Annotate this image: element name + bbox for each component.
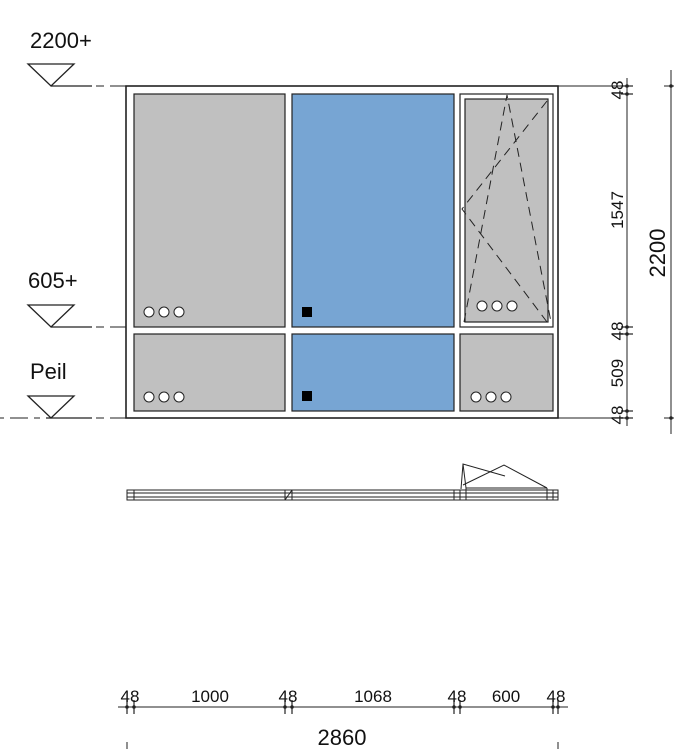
level-triangle-sill — [26, 304, 76, 328]
level-triangle-top — [26, 63, 76, 87]
dim-panel-3: 600 — [492, 687, 520, 706]
level-marker-floor: Peil — [0, 359, 126, 419]
dim-left-frame: 48 — [121, 687, 140, 706]
dim-total-width: 2860 — [318, 725, 367, 749]
panel-upper-middle-blue — [291, 93, 455, 328]
horizontal-dimension-chain — [118, 700, 568, 749]
dim-panel-1: 1000 — [191, 687, 229, 706]
dim-mullion-1: 48 — [279, 687, 298, 706]
panel-lower-middle-blue — [291, 333, 455, 412]
panel-upper-right-tilt-turn — [459, 93, 554, 328]
dim-top-frame: 48 — [608, 81, 627, 100]
vertical-dimension-total — [664, 70, 674, 434]
dim-upper-glass: 1547 — [608, 191, 627, 229]
ventilation-dots-icon — [143, 391, 185, 403]
dim-bottom-frame: 48 — [608, 406, 627, 425]
dim-total-height: 2200 — [645, 229, 670, 278]
window-section-plan — [126, 463, 559, 501]
ventilation-dots-icon — [470, 391, 512, 403]
level-label-floor: Peil — [30, 359, 67, 384]
panel-lower-right-fixed — [459, 333, 554, 412]
panel-upper-left-fixed — [133, 93, 286, 328]
marker-square-icon — [302, 307, 312, 317]
level-triangle-floor — [26, 395, 76, 419]
dim-transom: 48 — [608, 322, 627, 341]
level-marker-top: 2200+ — [26, 28, 150, 87]
ventilation-dots-icon — [143, 306, 185, 318]
marker-square-icon — [302, 391, 312, 401]
vertical-dimension-chain — [558, 78, 633, 426]
dim-mullion-2: 48 — [448, 687, 467, 706]
opening-direction-lines-icon — [461, 94, 552, 323]
dim-lower-glass: 509 — [608, 359, 627, 387]
panel-lower-left-fixed — [133, 333, 286, 412]
dim-panel-2: 1068 — [354, 687, 392, 706]
level-label-top: 2200+ — [30, 28, 92, 53]
ventilation-dots-icon — [476, 300, 518, 312]
level-label-sill: 605+ — [28, 268, 78, 293]
dim-right-frame: 48 — [547, 687, 566, 706]
level-marker-sill: 605+ — [26, 268, 134, 328]
